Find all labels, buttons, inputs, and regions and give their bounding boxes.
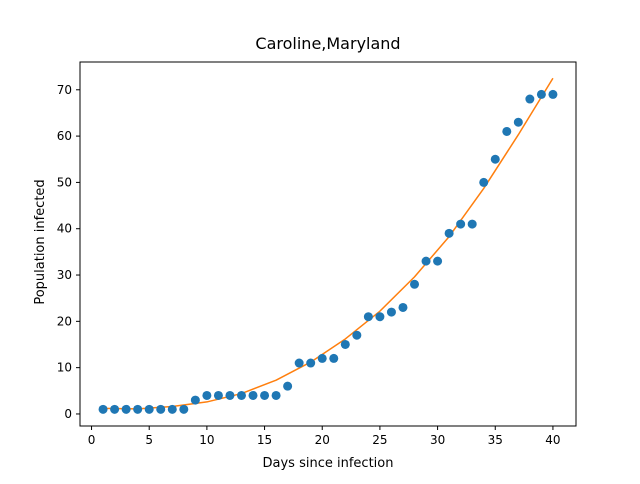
data-point bbox=[236, 390, 246, 400]
data-point bbox=[248, 390, 258, 400]
plot-background bbox=[80, 62, 576, 426]
data-point bbox=[294, 358, 304, 368]
x-tick-label: 35 bbox=[488, 433, 503, 447]
fit-curve-line bbox=[103, 77, 554, 410]
data-point bbox=[167, 404, 177, 414]
data-point bbox=[271, 390, 281, 400]
data-point bbox=[536, 89, 546, 99]
plot-area bbox=[80, 62, 576, 426]
data-point bbox=[421, 256, 431, 266]
data-point bbox=[490, 154, 500, 164]
data-point bbox=[479, 177, 489, 187]
x-tick-label: 40 bbox=[545, 433, 560, 447]
x-tick-label: 5 bbox=[145, 433, 153, 447]
data-point bbox=[133, 404, 143, 414]
data-point bbox=[467, 219, 477, 229]
data-point bbox=[329, 353, 339, 363]
plot-frame bbox=[79, 61, 577, 427]
x-tick-label: 10 bbox=[199, 433, 214, 447]
data-point bbox=[190, 395, 200, 405]
x-tick-label: 20 bbox=[315, 433, 330, 447]
x-tick-label: 25 bbox=[372, 433, 387, 447]
y-tick-label: 50 bbox=[57, 175, 72, 189]
scatter-series bbox=[98, 89, 558, 414]
data-point bbox=[144, 404, 154, 414]
y-tick-label: 0 bbox=[64, 407, 72, 421]
data-point bbox=[513, 117, 523, 127]
data-point bbox=[502, 126, 512, 136]
data-point bbox=[179, 404, 189, 414]
data-point bbox=[363, 312, 373, 322]
data-point bbox=[398, 302, 408, 312]
data-point bbox=[410, 279, 420, 289]
x-tick-label: 0 bbox=[88, 433, 96, 447]
data-point bbox=[456, 219, 466, 229]
fit-line-series bbox=[103, 77, 554, 410]
y-tick-label: 10 bbox=[57, 361, 72, 375]
data-point bbox=[306, 358, 316, 368]
data-point bbox=[375, 312, 385, 322]
x-tick-label: 15 bbox=[257, 433, 272, 447]
data-point bbox=[121, 404, 131, 414]
data-point bbox=[213, 390, 223, 400]
data-point bbox=[110, 404, 120, 414]
y-tick-label: 60 bbox=[57, 129, 72, 143]
y-tick-label: 40 bbox=[57, 222, 72, 236]
data-point bbox=[386, 307, 396, 317]
axes: 0 5 10 15 20 25 30 35 40 0 10 20 30 40 50 60 70 bbox=[57, 61, 577, 447]
data-point bbox=[352, 330, 362, 340]
y-tick-label: 30 bbox=[57, 268, 72, 282]
y-tick-label: 20 bbox=[57, 314, 72, 328]
data-point bbox=[548, 89, 558, 99]
data-point bbox=[283, 381, 293, 391]
chart-title: Caroline,Maryland bbox=[255, 34, 400, 53]
data-point bbox=[444, 228, 454, 238]
data-point bbox=[202, 390, 212, 400]
data-point bbox=[525, 94, 535, 104]
y-tick-label: 70 bbox=[57, 83, 72, 97]
data-point bbox=[340, 339, 350, 349]
data-point bbox=[156, 404, 166, 414]
data-point bbox=[225, 390, 235, 400]
data-point bbox=[433, 256, 443, 266]
x-axis-label: Days since infection bbox=[263, 456, 394, 471]
x-tick-label: 30 bbox=[430, 433, 445, 447]
data-point bbox=[317, 353, 327, 363]
y-axis-label: Population infected bbox=[33, 179, 48, 304]
data-point bbox=[260, 390, 270, 400]
data-point bbox=[98, 404, 108, 414]
